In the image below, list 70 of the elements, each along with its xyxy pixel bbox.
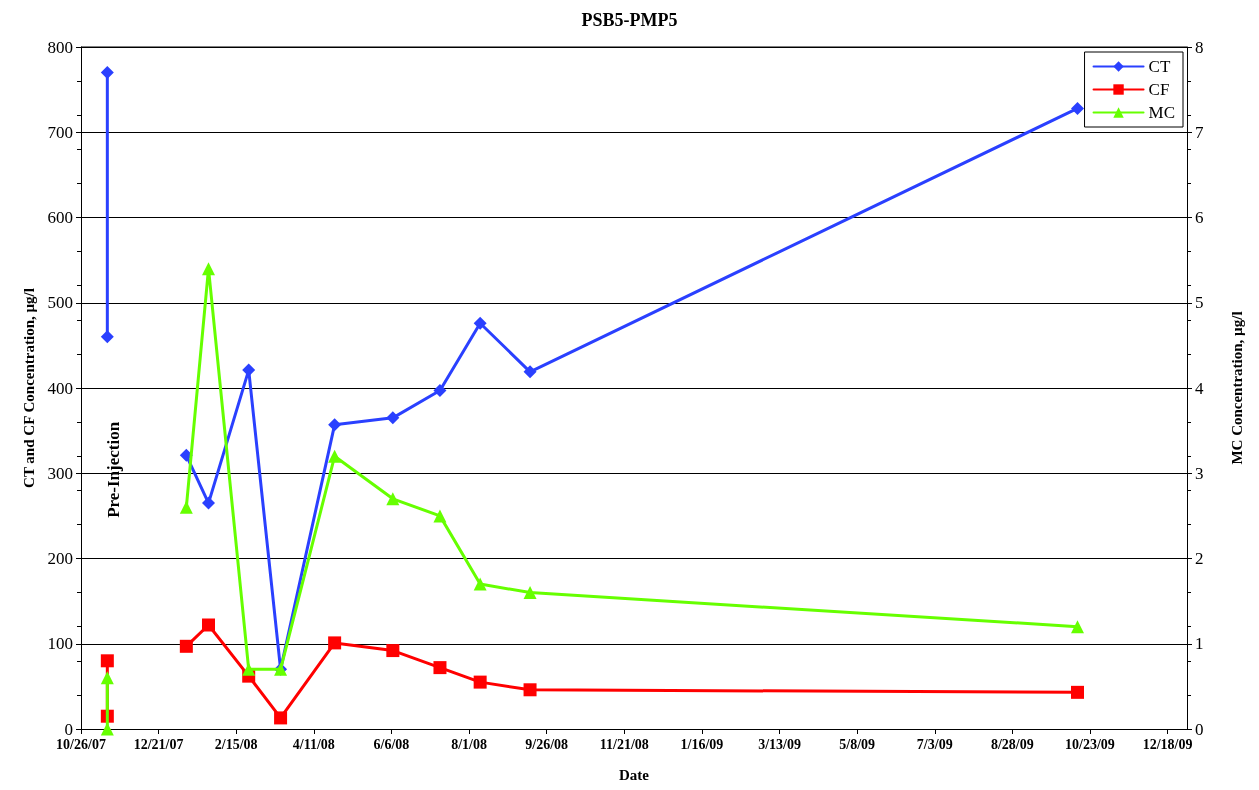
y-tick-label: 500 [47, 293, 73, 313]
x-tick-label: 3/13/09 [758, 736, 801, 752]
y2-tick-label: 0 [1195, 719, 1204, 739]
chart-title: PSB5-PMP5 [581, 10, 678, 30]
y2-tick-label: 4 [1195, 378, 1204, 398]
x-tick-label: 8/28/09 [990, 736, 1034, 752]
y2-tick-label: 1 [1195, 634, 1204, 654]
point [473, 316, 487, 330]
point [523, 683, 537, 697]
point [242, 363, 256, 377]
point [328, 418, 342, 432]
x-tick-label: 10/23/09 [1065, 736, 1115, 752]
point [523, 586, 537, 600]
x-tick-label: 12/21/07 [133, 736, 184, 752]
x-tick-label: 9/26/08 [525, 736, 569, 752]
point [274, 711, 288, 725]
x-tick-label: 12/18/09 [1142, 736, 1193, 752]
point [202, 618, 216, 632]
y-tick-label: 200 [47, 549, 73, 568]
point [386, 644, 400, 658]
y-axis-title: CT and CF Concentration, µg/l [21, 288, 38, 488]
legend-label: CF [1148, 80, 1170, 99]
point [1071, 620, 1085, 634]
y-tick-label: 400 [47, 378, 73, 398]
point [179, 639, 193, 653]
y2-tick-label: 3 [1195, 463, 1204, 483]
x-tick-label: 2/15/08 [214, 736, 258, 752]
point [328, 636, 342, 650]
annotation: Pre-Injection [103, 421, 123, 518]
point [433, 509, 447, 523]
point [100, 654, 114, 668]
point [202, 496, 216, 510]
point [179, 500, 193, 514]
x-tick-label: 1/16/09 [680, 736, 724, 752]
y-tick-label: 300 [47, 463, 73, 483]
y-tick-label: 100 [47, 634, 73, 654]
point [523, 365, 537, 379]
x-tick-label: 6/6/08 [373, 736, 410, 752]
point [100, 330, 114, 344]
point [1071, 685, 1085, 699]
point [242, 662, 256, 676]
point [328, 449, 342, 463]
x-tick-label: 5/8/09 [839, 736, 876, 752]
point [1071, 101, 1085, 115]
x-axis-title: Date [619, 766, 650, 783]
x-tick-label: 10/26/07 [56, 736, 106, 752]
y-tick-label: 0 [64, 719, 73, 739]
y2-tick-label: 2 [1195, 549, 1204, 568]
x-tick-label: 4/11/08 [292, 736, 335, 752]
x-tick-label: 8/1/08 [451, 736, 487, 752]
y2-tick-label: 6 [1195, 208, 1204, 227]
y2-tick-label: 8 [1195, 37, 1204, 57]
y2-tick-label: 7 [1195, 122, 1204, 142]
point [386, 411, 400, 425]
y2-axis-title: MC Concentration, µg/l [1228, 311, 1245, 465]
legend-label: CT [1148, 57, 1171, 76]
x-tick-label: 7/3/09 [916, 736, 953, 752]
legend-label: MC [1148, 103, 1176, 122]
point [433, 661, 447, 675]
point [202, 262, 216, 276]
point [433, 384, 447, 398]
y-tick-label: 600 [47, 208, 73, 227]
y-tick-label: 800 [47, 37, 73, 57]
point [100, 66, 114, 80]
point [386, 492, 400, 506]
y2-tick-label: 5 [1195, 293, 1204, 313]
point [473, 675, 487, 689]
x-tick-label: 11/21/08 [599, 736, 649, 752]
y-tick-label: 700 [47, 122, 73, 142]
point [473, 577, 487, 591]
